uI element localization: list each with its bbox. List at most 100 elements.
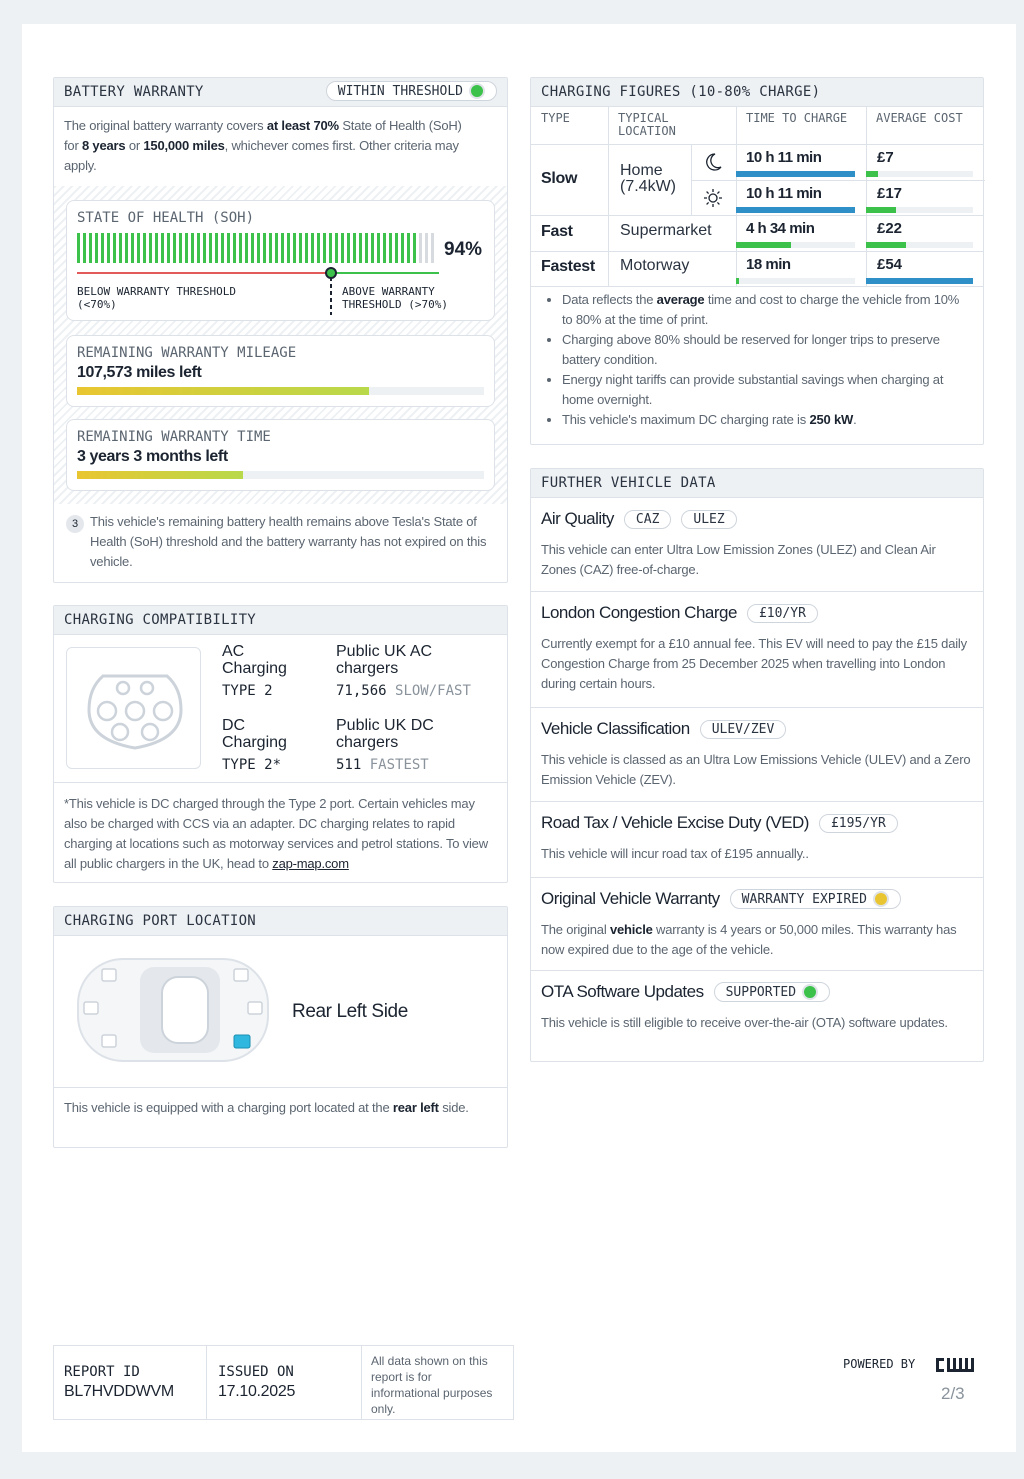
item-title-row: Original Vehicle Warranty WARRANTY EXPIRE…: [541, 889, 901, 909]
bold-text: 150,000 miles: [143, 138, 225, 153]
car-diagram: [77, 958, 269, 1062]
note-item: This vehicle's maximum DC charging rate …: [562, 410, 972, 430]
bold-text: at least 70%: [266, 118, 339, 133]
time-value: 10 h 11 min: [746, 184, 822, 202]
tag: ULEV/ZEV: [699, 719, 787, 739]
item-title: Road Tax / Vehicle Excise Duty (VED): [541, 813, 809, 832]
dc-type: TYPE 2*: [222, 757, 282, 773]
tag: CAZ: [623, 509, 672, 529]
issued-label: ISSUED ON: [218, 1364, 294, 1380]
row-location: Supermarket: [620, 221, 712, 239]
tag-text: SUPPORTED: [725, 984, 797, 1000]
row-location: Home (7.4kW): [620, 161, 676, 195]
tag: ULEZ: [681, 509, 737, 529]
sun-icon: [704, 188, 722, 207]
item-title-row: Road Tax / Vehicle Excise Duty (VED) £195…: [541, 813, 898, 833]
time-value: 18 min: [746, 255, 791, 273]
progress-fill: [77, 387, 369, 395]
battery-warranty-card: BATTERY WARRANTY WITHIN THRESHOLD The orig…: [53, 77, 508, 583]
divider: [531, 970, 983, 971]
time-bar: [736, 171, 855, 177]
table-header: TYPICAL LOCATION: [618, 111, 676, 138]
text-part: time and cost to charge the vehicle from…: [562, 292, 960, 327]
dc-count: 511: [336, 757, 362, 773]
divider: [54, 782, 507, 783]
time-value: 4 h 34 min: [746, 220, 815, 237]
card-header: CHARGING FIGURES (10-80% CHARGE): [531, 78, 983, 107]
status-pill: WITHIN THRESHOLD: [325, 81, 497, 101]
disclaimer: All data shown on this report is for inf…: [371, 1354, 493, 1416]
item-text: This vehicle will incur road tax of £195…: [541, 844, 973, 864]
text-part: This vehicle can enter Ultra Low Emissio…: [541, 542, 936, 577]
table-header: AVERAGE COST: [876, 111, 963, 125]
text-part: The original battery warranty covers: [64, 118, 267, 133]
text-part: or: [125, 138, 144, 153]
row-line: [531, 250, 983, 252]
soh-stripes: [77, 233, 434, 263]
time-track: [736, 242, 855, 248]
time-label: REMAINING WARRANTY TIME: [77, 429, 271, 445]
item-title-row: OTA Software Updates SUPPORTED: [541, 982, 831, 1002]
ac-speed: SLOW/FAST: [395, 683, 471, 699]
cost-value: £17: [877, 184, 903, 202]
time-bar: [736, 242, 791, 248]
cost-bar: [866, 171, 878, 177]
tag-text: £195/YR: [830, 815, 886, 831]
item-text: This vehicle is still eligible to receiv…: [541, 1013, 973, 1033]
cost-track: [866, 206, 973, 213]
row-location: Motorway: [620, 257, 690, 275]
row-line: [531, 215, 983, 216]
cost-bar: [866, 277, 973, 284]
text-part: This vehicle is still eligible to receiv…: [541, 1015, 948, 1030]
text-part: This vehicle is classed as an Ultra Low …: [541, 752, 971, 787]
row-type: Fast: [541, 222, 573, 240]
text-part: This vehicle will incur road tax of £195…: [541, 846, 809, 861]
status-dot: [872, 891, 889, 907]
divider: [531, 707, 983, 708]
tag-text: £10/YR: [758, 605, 806, 621]
item-title: Vehicle Classification: [541, 719, 690, 738]
ac-chargers: Public UK AC chargers: [336, 643, 433, 677]
bold-text: 250 kW: [809, 412, 854, 427]
progress-fill: [77, 471, 243, 479]
time-value: 10 h 11 min: [746, 149, 822, 166]
note-item: Energy night tariffs can provide substan…: [562, 370, 972, 410]
ac-type: TYPE 2: [222, 683, 273, 699]
status-text: WITHIN THRESHOLD: [337, 83, 463, 99]
issued: 17.10.2025: [218, 1383, 296, 1400]
tag: WARRANTY EXPIRED: [729, 889, 901, 909]
further-vehicle-data-card: FURTHER VEHICLE DATA Air Quality CAZ ULEZ Th…: [530, 468, 984, 1062]
charging-port-card: CHARGING PORT LOCATION Rear Left Side This…: [53, 906, 508, 1148]
tag: £10/YR: [746, 603, 818, 623]
divider: [531, 801, 983, 802]
col-line: [361, 1346, 362, 1419]
mileage-label: REMAINING WARRANTY MILEAGE: [77, 345, 297, 361]
status-dot: [469, 83, 485, 99]
mileage-value: 107,573 miles left: [77, 364, 202, 381]
footnote-text: *This vehicle is DC charged through the …: [64, 796, 488, 871]
link[interactable]: zap-map.com: [272, 856, 349, 871]
port-description: This vehicle is equipped with a charging…: [64, 1098, 492, 1118]
item-text: This vehicle is classed as an Ultra Low …: [541, 750, 973, 790]
text-part: The original: [541, 922, 610, 937]
moon-icon: [706, 153, 722, 171]
table-header: TIME TO CHARGE: [746, 111, 848, 125]
ac-name: AC Charging: [222, 643, 287, 677]
ac-count-row: 71,566 SLOW/FAST: [336, 683, 471, 699]
cost-bar: [866, 206, 896, 213]
tag-text: ULEV/ZEV: [711, 721, 775, 737]
connector-box: [66, 647, 201, 769]
text-part: .: [853, 412, 857, 427]
report_id-label: REPORT ID: [64, 1364, 140, 1380]
item-text: Currently exempt for a £10 annual fee. T…: [541, 634, 973, 694]
notes: Data reflects the average time and cost …: [543, 290, 972, 430]
row-line: [531, 144, 983, 145]
charging-figures-card: CHARGING FIGURES (10-80% CHARGE) TYPE TYPI…: [530, 77, 985, 445]
bold-text: vehicle: [609, 922, 653, 937]
bold-text: 8 years: [81, 138, 126, 153]
below-threshold: BELOW WARRANTY THRESHOLD (<70%): [77, 285, 236, 311]
cost-value: £7: [877, 149, 894, 166]
card-header: CHARGING PORT LOCATION: [54, 907, 507, 936]
row-line: [691, 179, 985, 181]
